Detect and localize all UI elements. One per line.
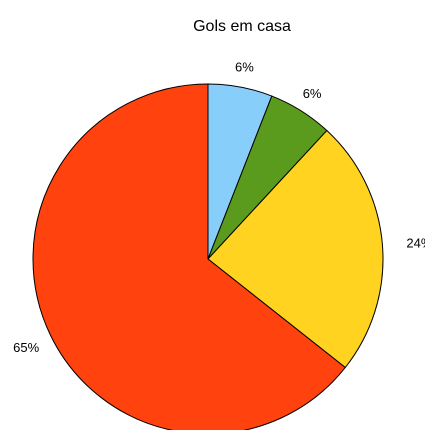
pie-slices [32, 83, 384, 430]
chart-title: Gols em casa [193, 18, 291, 35]
pie-slice-label-3: 24% [406, 236, 425, 251]
pie-slice-label-2: 6% [303, 86, 322, 101]
pie-slice-label-4: 65% [13, 340, 39, 355]
pie-slice-3 [207, 130, 384, 368]
pie-slice-label-1: 6% [235, 59, 254, 74]
pie-labels: 6% 6% 24% 65% [13, 59, 425, 355]
pie-slice-4 [32, 83, 346, 430]
